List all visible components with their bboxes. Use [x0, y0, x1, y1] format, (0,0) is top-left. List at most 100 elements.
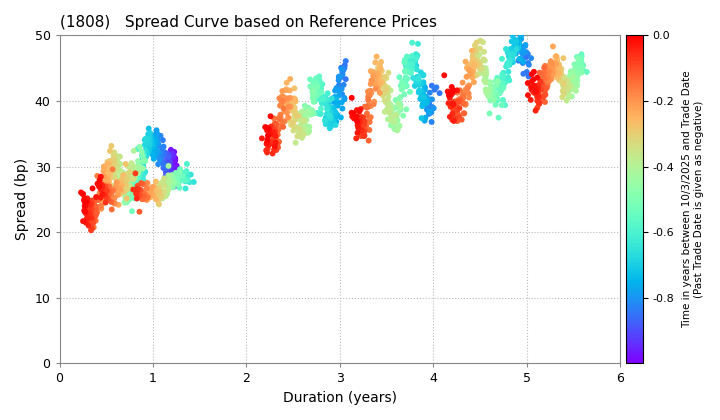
Point — [300, 118, 311, 124]
Point — [86, 212, 97, 219]
Point — [474, 51, 485, 58]
Point — [567, 69, 578, 76]
Point — [148, 142, 160, 149]
Point — [374, 62, 386, 69]
Point — [418, 81, 429, 88]
Point — [164, 170, 176, 177]
Point — [294, 126, 305, 133]
Point — [382, 116, 394, 123]
Point — [547, 43, 559, 50]
Point — [507, 32, 518, 39]
Point — [419, 101, 431, 108]
Point — [363, 102, 374, 109]
Point — [354, 115, 365, 121]
Point — [89, 207, 101, 214]
Point — [512, 41, 523, 47]
Point — [106, 206, 117, 213]
Point — [158, 151, 170, 158]
Point — [139, 136, 150, 143]
Point — [111, 179, 122, 186]
Point — [390, 115, 402, 121]
Point — [381, 75, 392, 81]
Point — [188, 178, 199, 185]
Point — [348, 110, 359, 117]
Point — [127, 191, 138, 197]
Point — [129, 191, 140, 197]
Point — [140, 191, 151, 197]
Point — [470, 46, 482, 52]
Point — [517, 50, 528, 56]
Point — [315, 85, 327, 92]
Point — [141, 151, 153, 158]
Point — [546, 65, 558, 72]
Point — [132, 169, 143, 176]
Point — [315, 111, 326, 118]
Point — [570, 74, 581, 81]
Point — [534, 83, 545, 90]
Point — [150, 131, 161, 138]
Point — [149, 137, 161, 144]
Point — [132, 171, 143, 178]
Point — [122, 177, 133, 184]
Point — [365, 114, 377, 121]
Point — [330, 121, 341, 128]
Point — [539, 86, 550, 92]
Point — [518, 47, 529, 54]
Point — [537, 84, 549, 91]
Point — [154, 150, 166, 157]
Point — [534, 100, 545, 107]
Point — [485, 86, 496, 92]
Point — [270, 139, 282, 146]
Point — [134, 144, 145, 150]
Point — [130, 166, 141, 173]
Point — [291, 113, 302, 120]
Point — [140, 147, 152, 154]
Point — [308, 91, 320, 98]
Point — [474, 70, 485, 77]
Point — [408, 53, 420, 60]
Point — [292, 115, 303, 122]
Point — [567, 74, 579, 80]
Point — [153, 201, 165, 208]
Point — [392, 100, 404, 107]
Point — [163, 184, 174, 191]
Point — [444, 94, 456, 101]
Point — [447, 99, 459, 106]
Point — [113, 187, 125, 194]
Point — [99, 192, 111, 198]
Point — [565, 68, 577, 75]
Point — [102, 175, 113, 182]
Point — [351, 118, 363, 124]
Point — [132, 185, 143, 192]
Point — [96, 205, 107, 212]
Point — [181, 174, 193, 181]
Point — [510, 40, 521, 47]
Point — [91, 209, 103, 215]
Point — [112, 153, 123, 160]
Point — [537, 74, 549, 81]
Point — [114, 161, 125, 168]
Point — [551, 60, 562, 67]
Point — [411, 74, 423, 80]
Point — [160, 173, 171, 180]
Point — [291, 110, 302, 117]
Point — [110, 164, 122, 171]
Point — [91, 173, 103, 179]
Point — [325, 113, 337, 119]
Point — [102, 168, 114, 174]
Point — [125, 177, 137, 184]
Point — [397, 112, 409, 119]
Point — [443, 100, 454, 107]
Point — [122, 177, 134, 184]
Point — [336, 66, 348, 73]
Point — [392, 126, 404, 132]
Point — [104, 192, 115, 198]
Point — [321, 106, 333, 113]
Point — [421, 99, 433, 106]
Point — [137, 165, 148, 172]
Point — [112, 165, 123, 171]
Point — [287, 100, 298, 107]
Point — [119, 171, 130, 178]
Point — [505, 46, 516, 52]
Point — [375, 67, 387, 74]
